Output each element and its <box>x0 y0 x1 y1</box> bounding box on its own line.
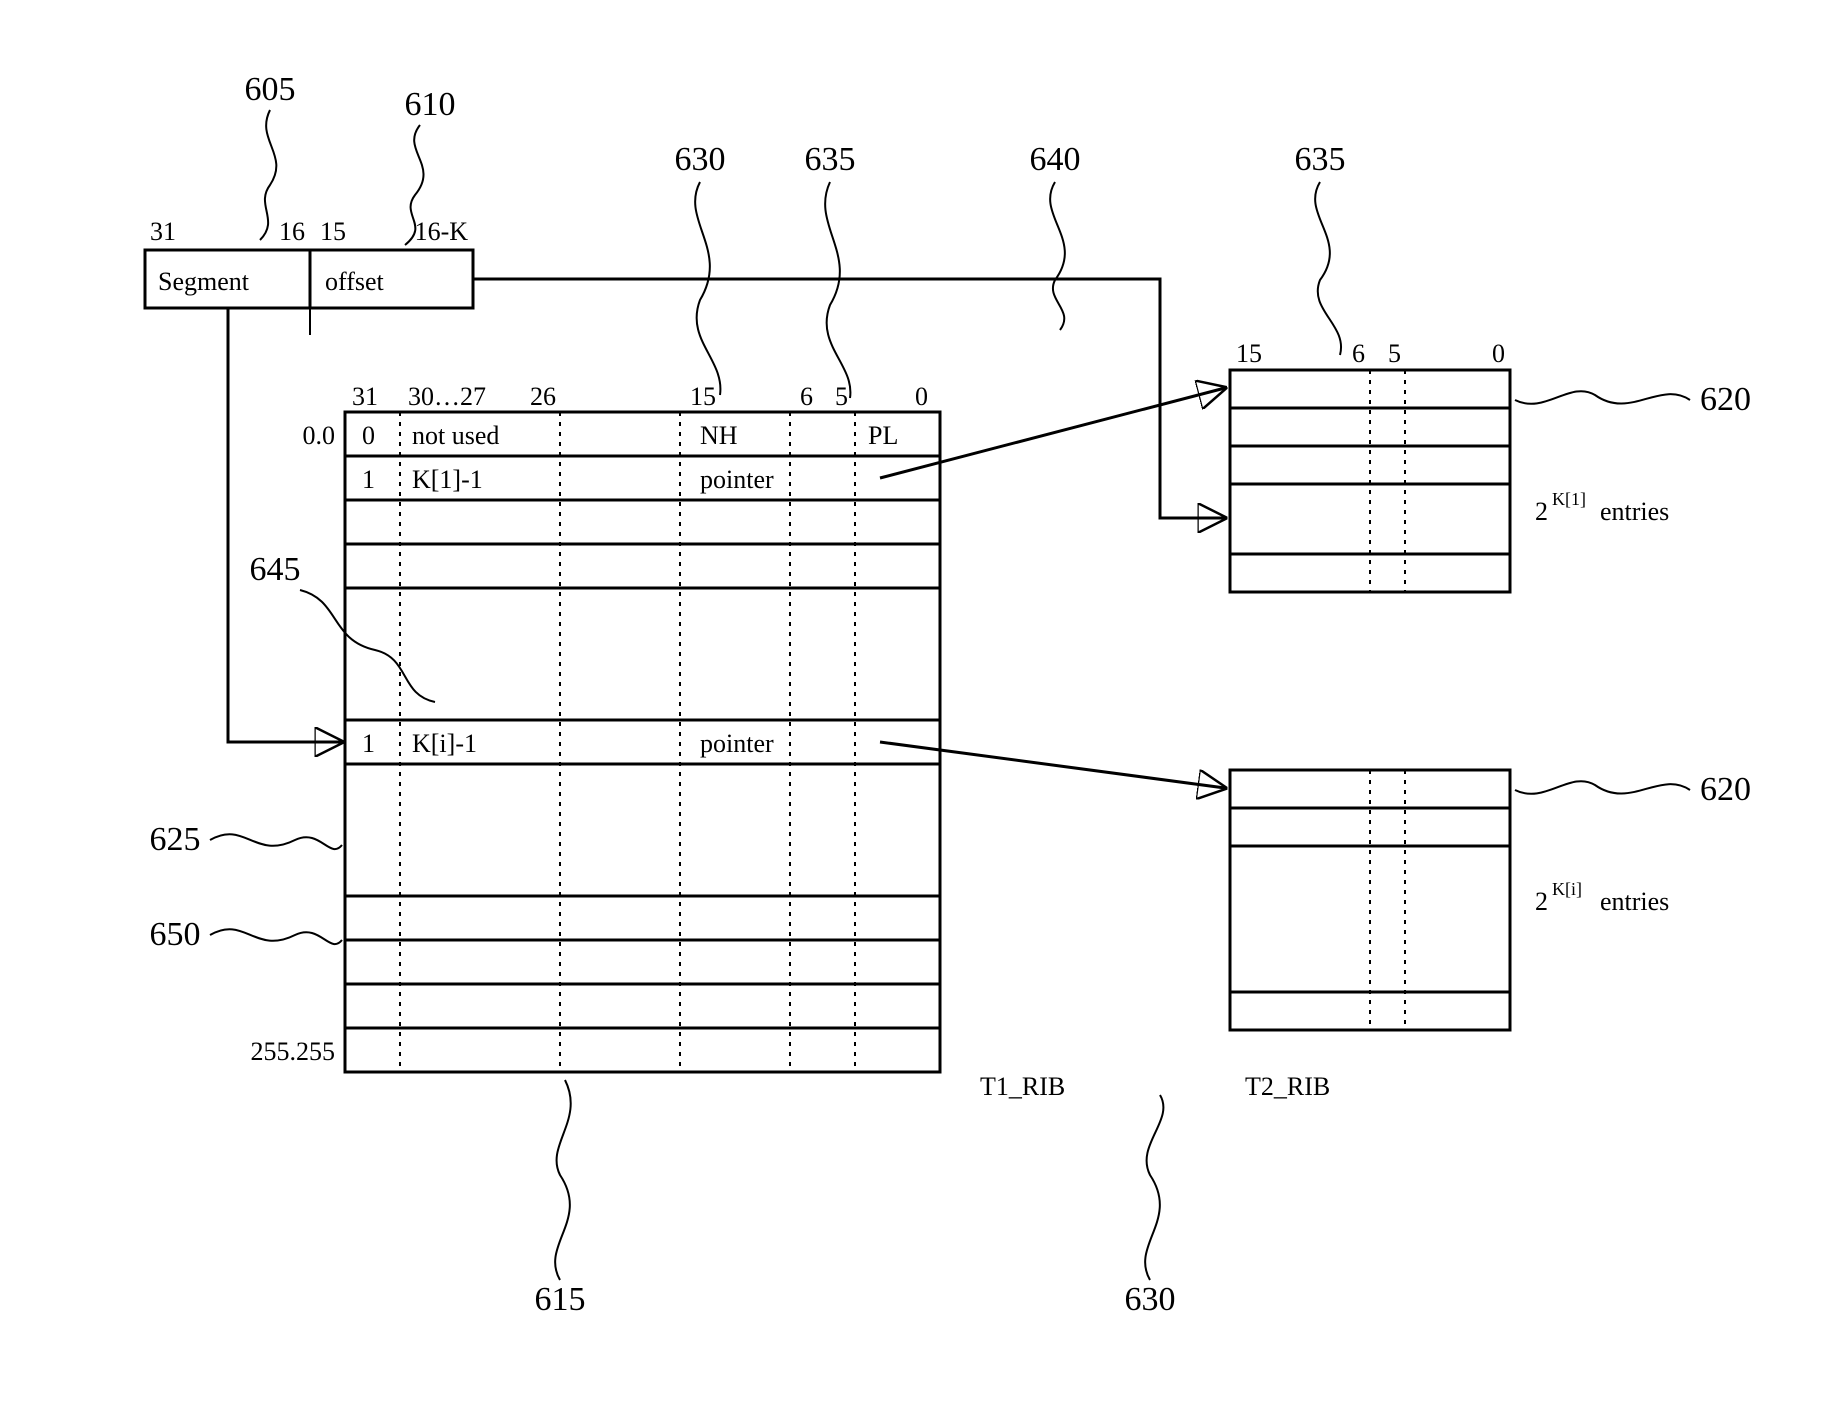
arrow-segment-to-t1 <box>228 308 342 742</box>
callout-630b: 630 <box>1125 1281 1176 1318</box>
t1-bit-26: 26 <box>530 382 556 411</box>
squiggle-620a <box>1515 391 1690 404</box>
t1-rib-label: T1_RIB <box>980 1072 1065 1101</box>
t1-r0-mid: not used <box>412 421 499 450</box>
entries-k1-label: 2 K[1] entries <box>1535 489 1669 526</box>
callout-610: 610 <box>405 86 456 123</box>
squiggle-640 <box>1050 182 1065 330</box>
svg-text:entries: entries <box>1600 887 1669 916</box>
svg-text:2: 2 <box>1535 887 1548 916</box>
t1-r1-mid: K[1]-1 <box>412 465 483 494</box>
t1-ri-flag: 1 <box>362 729 375 758</box>
t1-bit-0: 0 <box>915 382 928 411</box>
t1-r1-ptr: pointer <box>700 465 774 494</box>
bit-16-k: 16-K <box>415 217 469 246</box>
callout-620b: 620 <box>1700 771 1751 808</box>
bit-16: 16 <box>279 217 305 246</box>
callout-625: 625 <box>150 821 201 858</box>
t2-rib-top: 15 6 5 0 <box>1230 339 1510 592</box>
squiggle-605 <box>260 110 276 240</box>
segment-label: Segment <box>158 267 250 296</box>
t1-ri-mid: K[i]-1 <box>412 729 477 758</box>
bit-31: 31 <box>150 217 176 246</box>
t1-left-last: 255.255 <box>251 1037 336 1066</box>
squiggle-635a <box>825 182 850 398</box>
callout-635b: 635 <box>1295 141 1346 178</box>
callout-640: 640 <box>1030 141 1081 178</box>
callout-635a: 635 <box>805 141 856 178</box>
entries-ki-label: 2 K[i] entries <box>1535 879 1669 916</box>
callout-645: 645 <box>250 551 301 588</box>
callout-605: 605 <box>245 71 296 108</box>
bit-15: 15 <box>320 217 346 246</box>
t2-rib-label: T2_RIB <box>1245 1072 1330 1101</box>
arrow-offset-to-t2top <box>473 279 1225 518</box>
t2t-bit-15: 15 <box>1236 339 1262 368</box>
squiggle-620b <box>1515 781 1690 794</box>
t2-rib-bottom: T2_RIB <box>1230 770 1510 1101</box>
squiggle-645 <box>300 590 435 702</box>
squiggle-630b <box>1145 1095 1163 1280</box>
t1-bit-3027: 30…27 <box>408 382 486 411</box>
callout-630a: 630 <box>675 141 726 178</box>
t1-r1-flag: 1 <box>362 465 375 494</box>
t1-r0-flag: 0 <box>362 421 375 450</box>
t1-r0-pl: PL <box>868 421 898 450</box>
t2t-bit-0: 0 <box>1492 339 1505 368</box>
arrow-r1-to-t2top <box>880 388 1225 478</box>
svg-text:2: 2 <box>1535 497 1548 526</box>
svg-text:entries: entries <box>1600 497 1669 526</box>
t1-bit-15: 15 <box>690 382 716 411</box>
t1-rib-table: 31 30…27 26 15 6 5 0 0 not used NH PL 1 … <box>251 382 1066 1101</box>
t1-ri-ptr: pointer <box>700 729 774 758</box>
squiggle-635b <box>1315 182 1341 355</box>
callout-650: 650 <box>150 916 201 953</box>
t1-r0-nh: NH <box>700 421 738 450</box>
t1-bit-31: 31 <box>352 382 378 411</box>
squiggle-630a <box>695 182 720 395</box>
t2t-bit-5: 5 <box>1388 339 1401 368</box>
squiggle-615 <box>555 1080 571 1280</box>
t2t-bit-6: 6 <box>1352 339 1365 368</box>
callout-615: 615 <box>535 1281 586 1318</box>
svg-text:K[1]: K[1] <box>1552 489 1586 509</box>
t1-bit-5: 5 <box>835 382 848 411</box>
t1-bit-6: 6 <box>800 382 813 411</box>
svg-text:K[i]: K[i] <box>1552 879 1582 899</box>
t1-left-first: 0.0 <box>303 421 336 450</box>
squiggle-625 <box>210 834 342 849</box>
offset-label: offset <box>325 267 385 296</box>
callout-620a: 620 <box>1700 381 1751 418</box>
squiggle-650 <box>210 929 342 944</box>
segment-offset-box: 31 16 15 16-K Segment offset <box>145 217 473 308</box>
